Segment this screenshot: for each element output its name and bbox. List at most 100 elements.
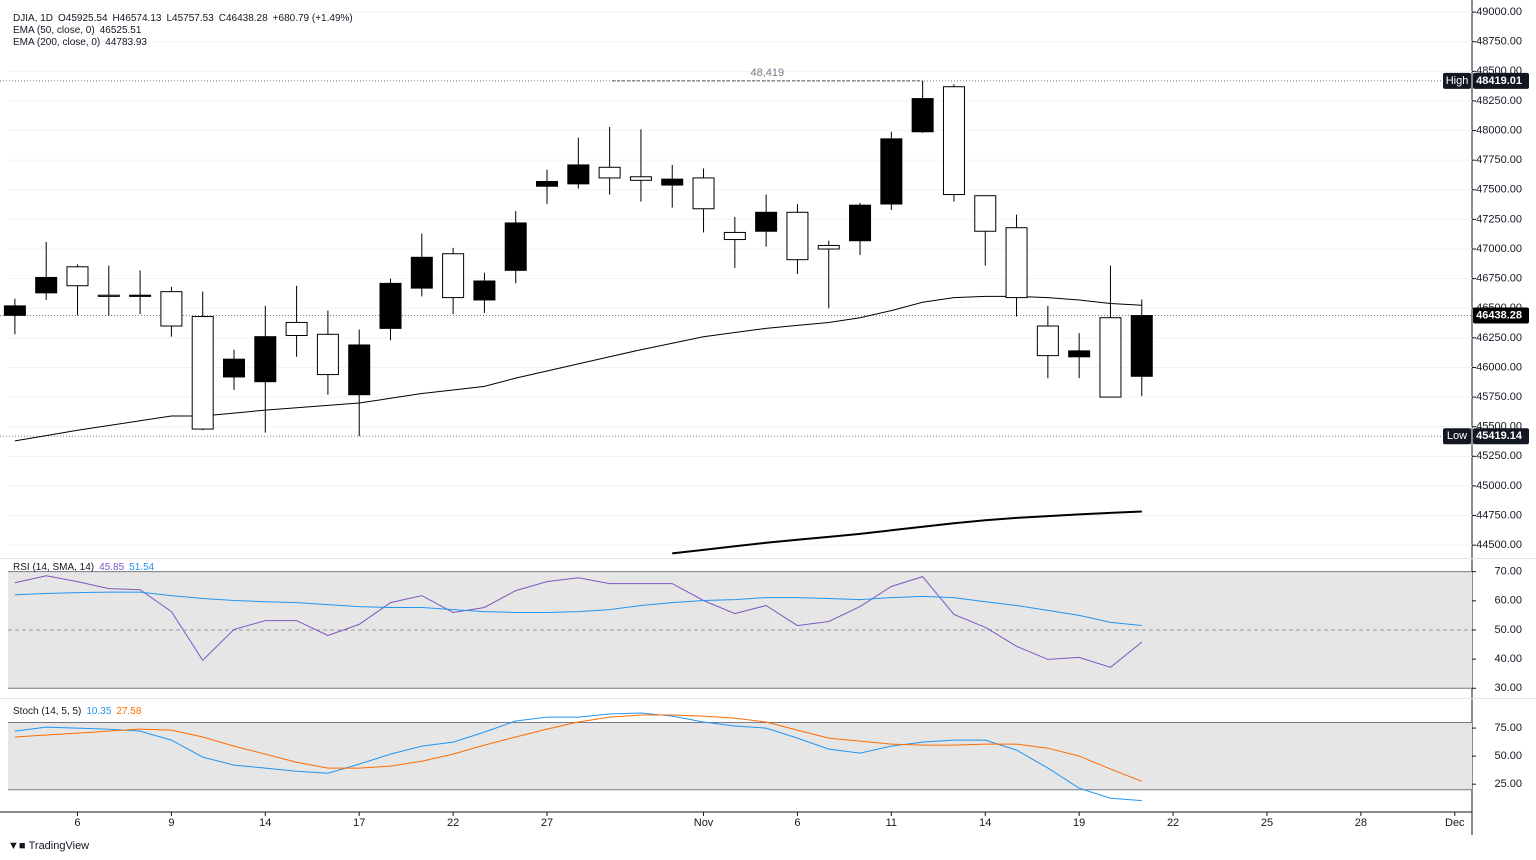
overlay-value: 44783.93 bbox=[105, 37, 147, 48]
last-price: 46438.28 bbox=[1476, 309, 1522, 321]
x-tick-label: Nov bbox=[694, 817, 714, 829]
candle-body bbox=[598, 166, 621, 179]
ohlc: O45925.54 H46574.13 L45757.53 C46438.28 +680… bbox=[58, 13, 358, 24]
candle-body bbox=[692, 177, 715, 210]
band bbox=[8, 722, 1472, 790]
candle-body bbox=[97, 294, 120, 297]
y-tick-label: 60.00 bbox=[1494, 595, 1522, 607]
indicator-line bbox=[14, 712, 1142, 802]
candle-body bbox=[191, 316, 214, 430]
last-price-bg bbox=[1473, 307, 1529, 324]
y-tick-label: 47250.00 bbox=[1476, 213, 1522, 225]
y-tick-label: 44500.00 bbox=[1476, 539, 1522, 551]
candle-body bbox=[880, 138, 903, 205]
marker-price: 48419.01 bbox=[1476, 75, 1522, 87]
stoch-values: 10.35 27.58 bbox=[86, 706, 146, 717]
candle-body bbox=[285, 321, 308, 336]
candle-body bbox=[160, 291, 183, 327]
candle-body bbox=[567, 164, 590, 185]
y-tick-label: 48250.00 bbox=[1476, 95, 1522, 107]
footer: ▼■ TradingView bbox=[8, 840, 90, 852]
y-tick-label: 25.00 bbox=[1494, 778, 1522, 790]
candle-body bbox=[379, 282, 402, 329]
x-tick-label: 9 bbox=[168, 817, 174, 829]
candle-body bbox=[849, 204, 872, 242]
candle-body bbox=[223, 358, 246, 378]
candle-body bbox=[3, 305, 26, 316]
candle-body bbox=[410, 256, 433, 289]
x-tick-label: 25 bbox=[1261, 817, 1273, 829]
candle-body bbox=[661, 178, 684, 186]
candle-body bbox=[473, 280, 496, 301]
y-tick-label: 30.00 bbox=[1494, 682, 1522, 694]
legend-row: DJIA, 1D O45925.54 H46574.13 L45757.53 C4643… bbox=[13, 13, 363, 25]
candle-body bbox=[1005, 227, 1028, 299]
y-tick-label: 40.00 bbox=[1494, 653, 1522, 665]
indicator-line bbox=[14, 714, 1142, 782]
candle-body bbox=[723, 231, 746, 241]
y-tick-label: 70.00 bbox=[1494, 566, 1522, 578]
y-tick-label: 50.00 bbox=[1494, 750, 1522, 762]
ohlc-value: H46574.13 bbox=[112, 13, 162, 24]
indicator-line bbox=[14, 575, 1143, 668]
candle-body bbox=[911, 98, 934, 133]
candle-body bbox=[817, 244, 840, 250]
ohlc-value: L45757.53 bbox=[166, 13, 214, 24]
ema-line bbox=[672, 510, 1142, 555]
candle-body bbox=[536, 180, 559, 187]
marker-price-bg bbox=[1473, 428, 1529, 445]
y-tick-label: 47750.00 bbox=[1476, 154, 1522, 166]
candle-body bbox=[442, 253, 465, 299]
x-tick-label: Dec bbox=[1445, 817, 1465, 829]
indicator-value: 27.58 bbox=[116, 706, 142, 717]
ohlc-value: +680.79 (+1.49%) bbox=[272, 13, 353, 24]
rsi-legend: RSI (14, SMA, 14) 45.85 51.54 bbox=[13, 562, 164, 574]
candle-body bbox=[35, 276, 58, 294]
candle-body bbox=[504, 222, 527, 271]
candle-body bbox=[316, 333, 339, 376]
marker-tag-bg bbox=[1443, 72, 1471, 89]
overlay-name: EMA (200, close, 0) bbox=[13, 37, 101, 48]
rsi-values: 45.85 51.54 bbox=[99, 562, 159, 573]
x-tick-label: 28 bbox=[1355, 817, 1367, 829]
y-tick-label: 46750.00 bbox=[1476, 273, 1522, 285]
marker-tag: High bbox=[1446, 75, 1469, 87]
indicator-value: 51.54 bbox=[129, 562, 155, 573]
stoch-legend: Stoch (14, 5, 5) 10.35 27.58 bbox=[13, 706, 151, 718]
footer-text: TradingView bbox=[28, 840, 90, 852]
overlay-name: EMA (50, close, 0) bbox=[13, 25, 95, 36]
candle-body bbox=[755, 211, 778, 232]
y-tick-label: 45000.00 bbox=[1476, 480, 1522, 492]
indicator-value: 10.35 bbox=[86, 706, 112, 717]
overlay-row: EMA (50, close, 0) 46525.51 bbox=[13, 25, 363, 37]
candle-body bbox=[1130, 315, 1153, 377]
candle-body bbox=[786, 211, 809, 261]
x-tick-label: 6 bbox=[794, 817, 800, 829]
candle-body bbox=[254, 336, 277, 383]
y-tick-label: 46000.00 bbox=[1476, 361, 1522, 373]
ohlc-value: C46438.28 bbox=[218, 13, 268, 24]
candle-body bbox=[129, 294, 152, 297]
y-tick-label: 48750.00 bbox=[1476, 36, 1522, 48]
y-tick-label: 45250.00 bbox=[1476, 450, 1522, 462]
x-tick-label: 17 bbox=[353, 817, 365, 829]
x-tick-label: 19 bbox=[1073, 817, 1085, 829]
symbol: DJIA, 1D bbox=[13, 13, 54, 24]
indicator-line bbox=[14, 591, 1142, 626]
x-tick-label: 14 bbox=[979, 817, 991, 829]
x-tick-label: 22 bbox=[1167, 817, 1179, 829]
candle-body bbox=[348, 344, 371, 396]
x-tick-label: 14 bbox=[259, 817, 271, 829]
rsi-title: RSI (14, SMA, 14) bbox=[13, 562, 95, 573]
overlay-value: 46525.51 bbox=[99, 25, 142, 36]
y-tick-label: 47000.00 bbox=[1476, 243, 1522, 255]
main-legend: DJIA, 1D O45925.54 H46574.13 L45757.53 C4643… bbox=[13, 13, 363, 49]
x-tick-label: 27 bbox=[541, 817, 553, 829]
y-tick-label: 47500.00 bbox=[1476, 184, 1522, 196]
marker-tag: Low bbox=[1447, 430, 1467, 442]
indicator-value: 45.85 bbox=[99, 562, 125, 573]
y-tick-label: 50.00 bbox=[1494, 624, 1522, 636]
y-tick-label: 46250.00 bbox=[1476, 332, 1522, 344]
